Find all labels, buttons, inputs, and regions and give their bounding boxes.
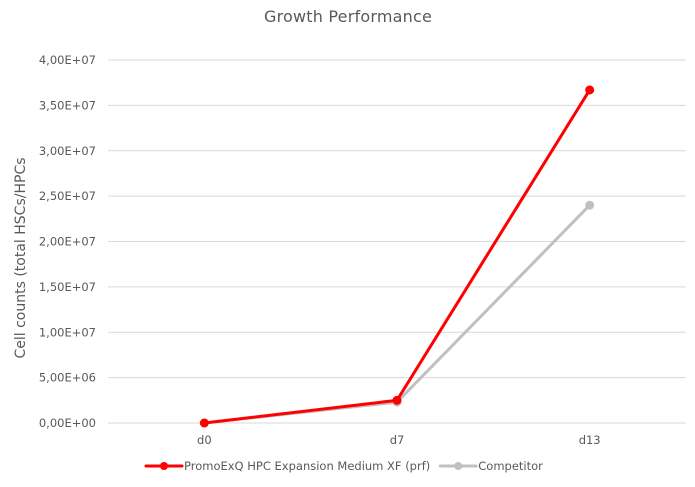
legend-marker [454,462,463,470]
y-tick-label: 0,00E+00 [39,416,96,430]
data-point [585,85,595,95]
legend-marker [160,462,168,470]
series-0 [199,85,595,428]
gridlines [108,59,686,379]
chart-title: Growth Performance [264,7,432,26]
y-tick-label: 2,00E+07 [39,235,96,249]
x-tick-label: d0 [197,433,212,447]
legend-entry: Competitor [438,459,543,473]
data-point [392,395,402,405]
series-1 [199,200,595,428]
data-point [585,200,595,210]
series-lines [199,85,595,428]
y-tick-label: 3,00E+07 [39,144,96,158]
y-tick-label: 1,50E+07 [39,280,96,294]
y-tick-label: 5,00E+06 [39,371,96,385]
legend-label: Competitor [478,459,543,473]
x-tick-label: d7 [390,433,405,447]
x-tick-label: d13 [579,433,601,447]
legend-label: PromoExQ HPC Expansion Medium XF (prf) [184,459,430,473]
series-line [202,88,592,425]
legend-entry: PromoExQ HPC Expansion Medium XF (prf) [144,459,430,473]
axes: 0,00E+00 5,00E+06 1,00E+07 1,50E+07 2,00E+07… [39,53,686,447]
y-tick-label: 3,50E+07 [39,98,96,112]
legend: PromoExQ HPC Expansion Medium XF (prf) Co… [144,459,543,473]
y-tick-label: 1,00E+07 [39,325,96,339]
y-axis-title: Cell counts (total HSCs/HPCs [13,157,29,358]
data-point [199,418,209,428]
y-tick-label: 4,00E+07 [39,53,96,67]
y-tick-label: 2,50E+07 [39,189,96,203]
series-line [202,203,592,425]
